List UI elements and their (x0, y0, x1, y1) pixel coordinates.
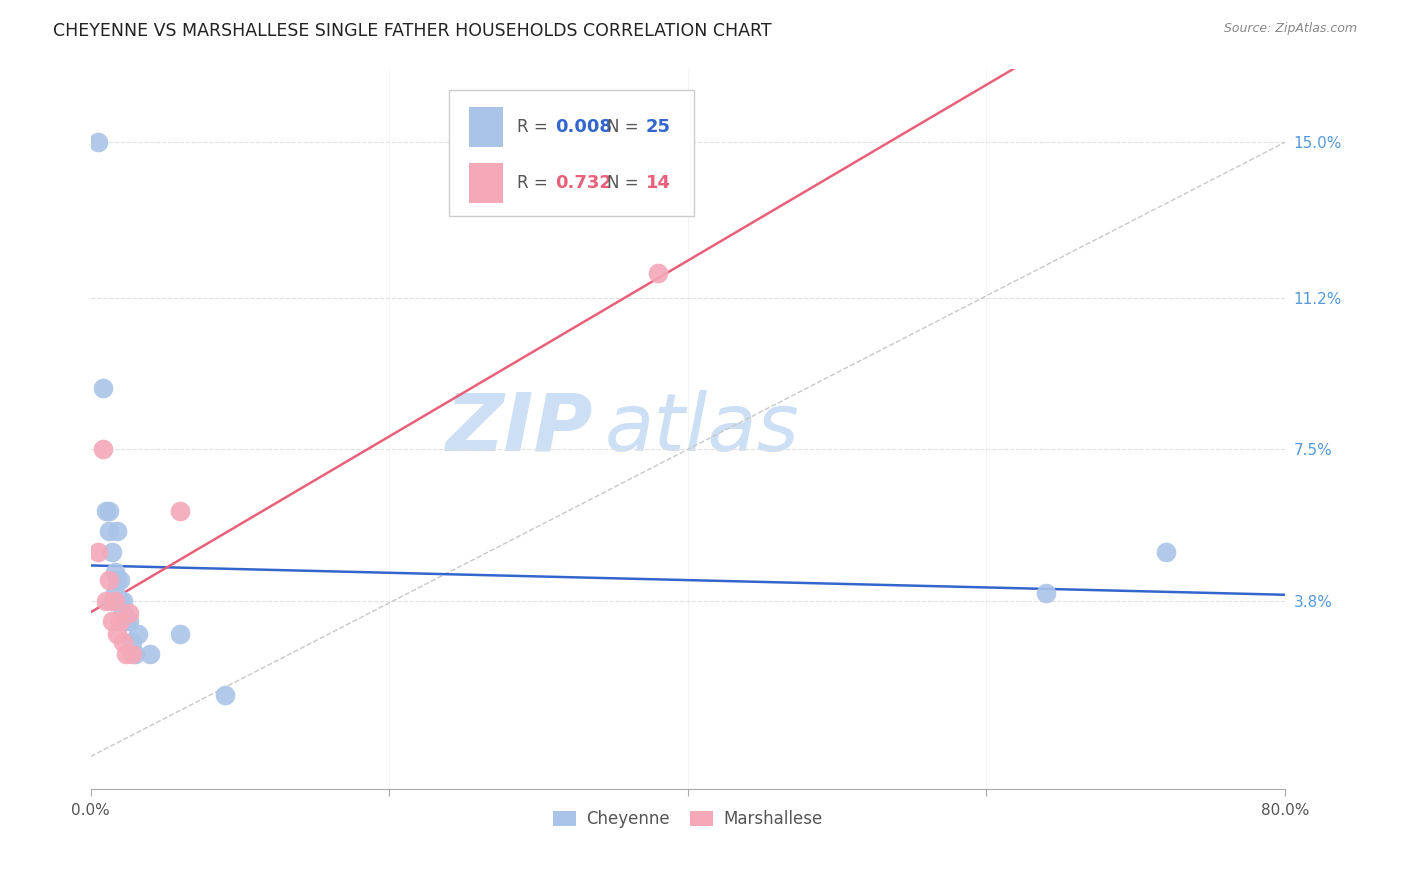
Point (87, 545, 110, 559)
Point (91, 442, 114, 457)
Point (112, 635, 135, 649)
Point (124, 647, 146, 661)
Text: 0.732: 0.732 (555, 174, 612, 192)
Legend: Cheyenne, Marshallese: Cheyenne, Marshallese (547, 804, 830, 835)
Text: R =: R = (517, 118, 553, 136)
Point (112, 594, 135, 608)
Text: 14: 14 (645, 174, 671, 192)
Point (647, 266, 669, 280)
Text: R =: R = (517, 174, 553, 192)
Bar (470, 163, 503, 202)
Point (110, 615, 132, 629)
Text: atlas: atlas (605, 390, 799, 468)
Point (97, 524, 120, 539)
Point (100, 594, 122, 608)
Point (107, 524, 129, 539)
Point (121, 647, 143, 661)
Point (1035, 585, 1057, 599)
Point (118, 615, 141, 629)
Point (118, 606, 141, 620)
Point (97, 574, 120, 588)
Point (91, 381, 114, 395)
Point (127, 626, 149, 640)
Text: N =: N = (606, 118, 644, 136)
Point (103, 565, 125, 579)
Point (139, 647, 162, 661)
Point (107, 574, 129, 588)
Point (107, 626, 129, 640)
FancyBboxPatch shape (449, 90, 693, 216)
Text: Source: ZipAtlas.com: Source: ZipAtlas.com (1223, 22, 1357, 36)
Point (110, 574, 132, 588)
Point (87, 135, 110, 149)
Point (169, 504, 191, 518)
Bar (470, 107, 503, 147)
Point (169, 626, 191, 640)
Point (112, 606, 135, 620)
Point (214, 688, 236, 702)
Point (100, 615, 122, 629)
Point (115, 615, 138, 629)
Point (97, 504, 120, 518)
Point (110, 594, 132, 608)
Point (94, 504, 117, 518)
Point (1154, 545, 1177, 559)
Point (94, 594, 117, 608)
Point (103, 585, 125, 599)
Text: N =: N = (606, 174, 644, 192)
Text: CHEYENNE VS MARSHALLESE SINGLE FATHER HOUSEHOLDS CORRELATION CHART: CHEYENNE VS MARSHALLESE SINGLE FATHER HO… (53, 22, 772, 40)
Text: 0.008: 0.008 (555, 118, 612, 136)
Text: ZIP: ZIP (444, 390, 592, 468)
Text: 25: 25 (645, 118, 671, 136)
Point (121, 635, 143, 649)
Point (103, 594, 125, 608)
Point (100, 545, 122, 559)
Point (115, 647, 138, 661)
